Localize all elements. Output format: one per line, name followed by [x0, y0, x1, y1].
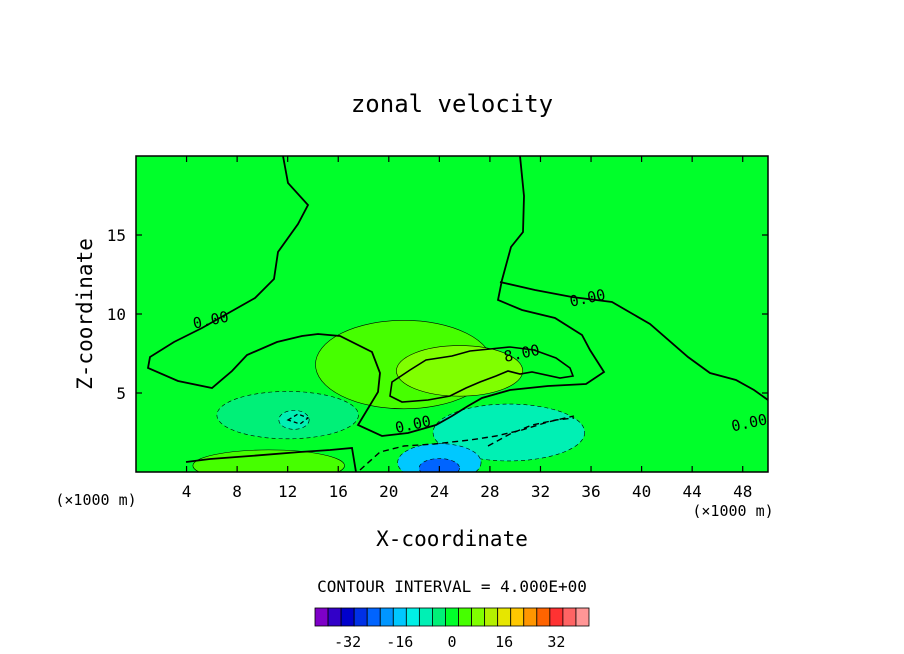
y-tick-label: 15 [107, 226, 126, 245]
colorbar-swatch [523, 607, 538, 627]
x-tick-label: 24 [430, 482, 449, 501]
colorbar-tick-label: -16 [386, 633, 413, 651]
x-axis-label: X-coordinate [376, 527, 528, 551]
x-tick-label: 16 [329, 482, 348, 501]
x-unit-label-left: (×1000 m) [55, 491, 136, 509]
x-tick-label: 8 [232, 482, 242, 501]
colorbar-swatch [366, 607, 381, 627]
x-tick-label: 48 [733, 482, 752, 501]
colorbar-swatch [497, 607, 512, 627]
contour-region [396, 345, 524, 397]
colorbar-tick-label: -32 [334, 633, 361, 651]
zero-contour-line [146, 156, 606, 437]
colorbar-tick-label: 0 [447, 633, 456, 651]
contour-regions [146, 156, 768, 472]
colorbar-swatch [392, 607, 407, 627]
colorbar-swatch [353, 607, 368, 627]
x-tick-label: 12 [278, 482, 297, 501]
colorbar-swatch [549, 607, 564, 627]
colorbar-swatch [575, 607, 590, 627]
colorbar-swatch [536, 607, 551, 627]
contour-region [418, 458, 460, 472]
colorbar-swatch [458, 607, 472, 627]
contour-region [278, 410, 310, 430]
colorbar-swatch [471, 607, 486, 627]
x-tick-label: 44 [683, 482, 702, 501]
y-axis-label: Z-coordinate [73, 238, 97, 390]
contour-interval-label: CONTOUR INTERVAL = 4.000E+00 [317, 577, 587, 596]
plot-area: 0.000.008.000.00 0.00 [135, 155, 769, 473]
x-tick-label: 20 [379, 482, 398, 501]
negative-contour-line-3 [286, 413, 310, 425]
x-tick-label: 40 [632, 482, 651, 501]
x-tick-label: 28 [480, 482, 499, 501]
colorbar-tick-labels: -32 -16 0 16 32 [334, 633, 565, 651]
x-axis: 4 8 12 16 20 24 28 32 36 40 44 48 [182, 156, 752, 501]
contour-region [432, 403, 586, 462]
colorbar-swatch [562, 607, 577, 627]
colorbar-tick-label: 16 [495, 633, 513, 651]
colorbar-swatch [484, 607, 499, 627]
x-tick-label: 4 [182, 482, 192, 501]
zero-contour-line-low [185, 447, 357, 472]
zero-contour-line-right [499, 281, 768, 401]
colorbar-swatch [405, 607, 420, 627]
colorbar-swatch [340, 607, 355, 627]
colorbar-swatch [510, 607, 525, 627]
y-tick-label: 10 [107, 305, 126, 324]
colorbar [314, 607, 590, 627]
x-tick-label: 36 [581, 482, 600, 501]
x-unit-label-right: (×1000 m) [692, 502, 773, 520]
chart-title: zonal velocity [351, 90, 553, 118]
colorbar-swatch [327, 607, 342, 627]
y-tick-label: 5 [116, 384, 126, 403]
y-axis: 5 10 15 [107, 226, 768, 403]
colorbar-swatch [379, 607, 394, 627]
x-tick-label: 32 [531, 482, 550, 501]
colorbar-swatch [445, 607, 459, 627]
colorbar-swatch [314, 607, 329, 627]
contour-region [192, 449, 345, 472]
colorbar-swatch [418, 607, 433, 627]
colorbar-swatch [432, 607, 446, 627]
eight-contour-line [389, 346, 575, 403]
negative-contour-line [359, 415, 575, 471]
colorbar-tick-label: 32 [547, 633, 565, 651]
contour-region [397, 443, 482, 472]
